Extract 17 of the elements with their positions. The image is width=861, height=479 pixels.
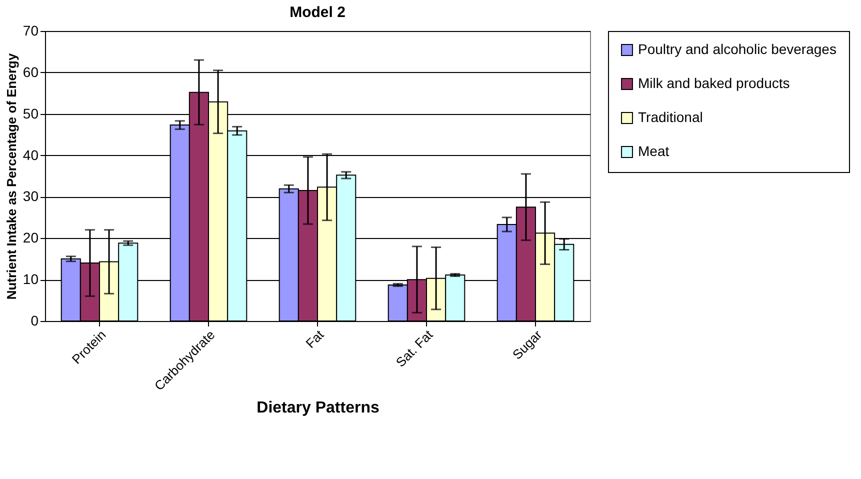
y-tick-label: 0 — [30, 312, 39, 328]
y-tick-label: 40 — [22, 146, 39, 163]
y-tick-label: 30 — [22, 188, 39, 204]
legend-label: Meat — [638, 143, 670, 159]
y-tick-label: 70 — [22, 22, 39, 38]
y-tick-label: 10 — [22, 271, 39, 288]
x-tick-label: Sat. Fat — [392, 326, 436, 370]
legend-label: Poultry and alcoholic beverages — [638, 41, 836, 57]
y-tick-label: 60 — [22, 64, 39, 80]
y-axis-title: Nutrient Intake as Percentage of Energy — [4, 52, 19, 300]
legend-label: Milk and baked products — [638, 75, 790, 91]
legend-label: Traditional — [638, 109, 703, 125]
chart-title: Model 2 — [290, 4, 346, 21]
y-tick-label: 20 — [22, 230, 39, 246]
x-axis-title: Dietary Patterns — [256, 399, 380, 416]
x-tick-label: Fat — [302, 326, 327, 351]
y-tick-label: 50 — [22, 105, 39, 122]
